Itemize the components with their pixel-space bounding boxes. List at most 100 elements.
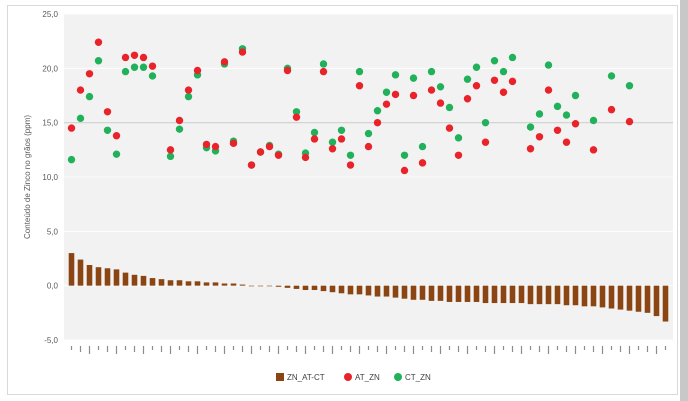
scatter-point: [400, 151, 409, 159]
x-tick-mark: [403, 346, 406, 352]
x-tick-mark: [241, 346, 244, 352]
scatter-point: [418, 159, 427, 167]
bar: [266, 285, 273, 287]
bar: [509, 285, 516, 304]
x-axis-ticks: [70, 346, 667, 354]
legend-swatch-at: [344, 373, 352, 381]
x-tick-mark: [511, 346, 514, 352]
scatter-point: [508, 77, 517, 86]
scatter-point: [391, 90, 400, 99]
x-tick-mark: [394, 346, 397, 350]
bar: [464, 285, 471, 302]
scatter-point: [499, 88, 508, 96]
bar: [185, 281, 192, 286]
scatter-point: [94, 57, 103, 65]
scatter-point: [355, 82, 364, 90]
scatter-point: [454, 151, 463, 159]
x-tick-mark: [304, 346, 307, 354]
y-tick-label: 5,0: [47, 227, 59, 236]
bar: [500, 285, 507, 304]
legend-label-bar: ZN_AT-CT: [287, 373, 325, 382]
x-tick-mark: [574, 346, 577, 354]
chart-container: -5,0 0,0 5,0 10,0 15,0 20,0 25,0 Conteúdo de Z…: [7, 5, 678, 395]
x-tick-mark: [79, 346, 82, 352]
bar: [356, 285, 363, 295]
scatter-point: [85, 92, 94, 101]
x-tick-mark: [115, 346, 118, 354]
x-tick-mark: [655, 346, 658, 354]
scatter-point: [346, 161, 355, 169]
scatter-point: [481, 138, 490, 146]
bar: [104, 268, 111, 286]
scatter-point: [400, 166, 409, 175]
scatter-point: [139, 63, 148, 71]
bar: [554, 285, 561, 305]
x-tick-mark: [502, 346, 505, 350]
scatter-point: [382, 88, 391, 96]
bar: [599, 285, 606, 308]
scatter-point: [337, 126, 346, 134]
x-tick-mark: [88, 346, 91, 354]
x-tick-mark: [484, 346, 487, 352]
scatter-point: [193, 66, 202, 75]
x-tick-mark: [232, 346, 235, 350]
x-tick-mark: [322, 346, 325, 352]
scatter-point: [364, 129, 373, 138]
x-tick-mark: [259, 346, 262, 350]
scatter-point: [247, 161, 256, 169]
x-tick-mark: [223, 346, 226, 354]
scatter-point: [625, 117, 634, 126]
x-tick-mark: [385, 346, 388, 354]
y-tick-label: 0,0: [47, 282, 59, 291]
x-tick-mark: [448, 346, 451, 350]
bar: [194, 281, 201, 286]
x-tick-mark: [313, 346, 316, 350]
scatter-point: [166, 152, 175, 161]
legend-label-at: AT_ZN: [355, 373, 380, 382]
scatter-point: [427, 86, 436, 94]
y-tick-label: 25,0: [42, 10, 58, 19]
bar: [248, 285, 255, 287]
bar: [563, 285, 570, 306]
x-tick-mark: [646, 346, 649, 352]
scatter-point: [319, 60, 328, 68]
bar: [446, 285, 453, 302]
scatter-point: [130, 63, 139, 71]
scatter-point: [382, 100, 391, 108]
scatter-point: [238, 48, 247, 56]
bar: [392, 285, 399, 298]
x-tick-mark: [583, 346, 586, 350]
bar: [644, 285, 651, 313]
scatter-point: [562, 111, 571, 119]
bar: [338, 285, 345, 294]
scatter-point: [409, 91, 418, 100]
x-tick-mark: [520, 346, 523, 354]
x-tick-mark: [331, 346, 334, 354]
scatter-point: [454, 134, 463, 142]
bar: [239, 284, 246, 286]
scatter-point: [229, 139, 238, 148]
scatter-point: [328, 138, 337, 146]
bar: [149, 278, 156, 286]
x-tick-mark: [529, 346, 532, 350]
x-tick-mark: [556, 346, 559, 350]
scatter-point: [373, 107, 382, 115]
scatter-point: [544, 61, 553, 69]
bar: [410, 285, 417, 300]
x-tick-mark: [340, 346, 343, 350]
bar: [437, 285, 444, 301]
x-tick-mark: [286, 346, 289, 350]
bar: [527, 285, 534, 305]
bar: [311, 285, 318, 291]
scatter-point: [274, 151, 283, 159]
x-tick-mark: [358, 346, 361, 354]
bar: [581, 285, 588, 307]
x-tick-mark: [349, 346, 352, 352]
x-tick-mark: [457, 346, 460, 352]
bar: [590, 285, 597, 307]
legend: ZN_AT-CT AT_ZN CT_ZN: [276, 373, 431, 382]
scatter-point: [472, 82, 481, 90]
scatter-point: [148, 62, 157, 70]
scatter-point: [256, 148, 265, 156]
